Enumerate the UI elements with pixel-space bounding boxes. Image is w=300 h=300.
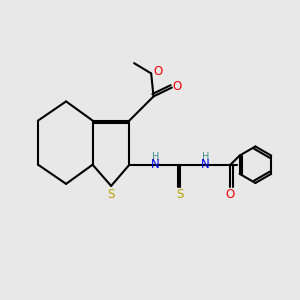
Text: O: O xyxy=(172,80,182,93)
Text: H: H xyxy=(152,152,159,162)
Text: H: H xyxy=(202,152,209,162)
Text: O: O xyxy=(153,64,162,78)
Text: S: S xyxy=(107,188,114,201)
Text: N: N xyxy=(201,158,210,171)
Text: S: S xyxy=(177,188,184,201)
Text: N: N xyxy=(151,158,160,171)
Text: O: O xyxy=(226,188,235,201)
